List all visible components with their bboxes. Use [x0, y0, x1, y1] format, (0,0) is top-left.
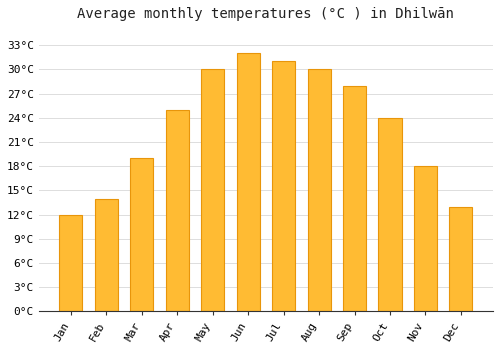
Bar: [166, 110, 189, 312]
Bar: [95, 198, 118, 312]
Bar: [130, 158, 154, 312]
Title: Average monthly temperatures (°C ) in Dhilwān: Average monthly temperatures (°C ) in Dh…: [78, 7, 454, 21]
Bar: [272, 61, 295, 312]
Bar: [201, 69, 224, 312]
Bar: [343, 85, 366, 312]
Bar: [450, 206, 472, 312]
Bar: [414, 166, 437, 312]
Bar: [308, 69, 330, 312]
Bar: [378, 118, 402, 312]
Bar: [236, 53, 260, 312]
Bar: [60, 215, 82, 312]
